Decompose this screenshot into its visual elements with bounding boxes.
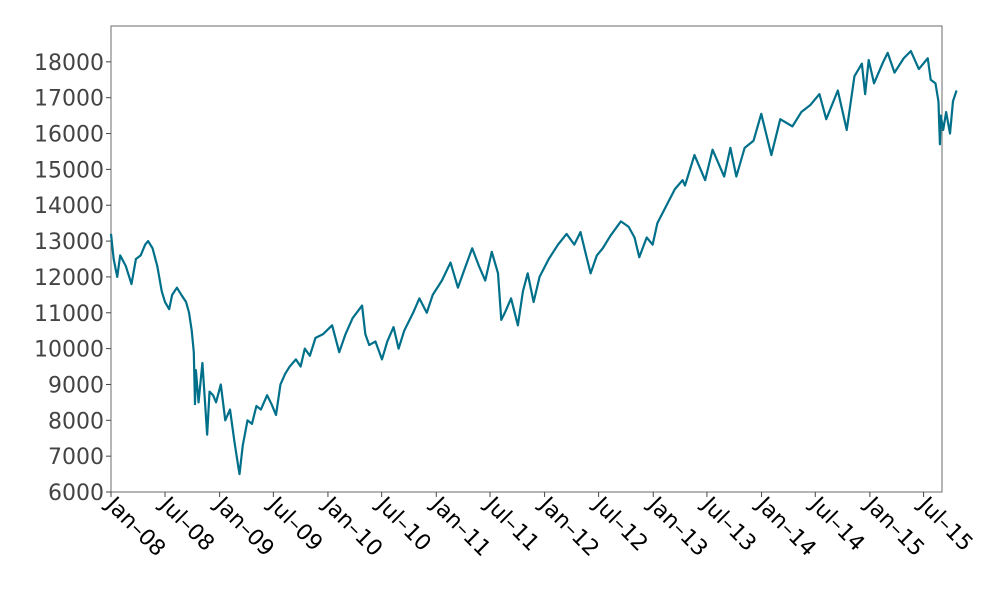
x-tick-label: Jan–13: [642, 491, 713, 562]
x-tick-label: Jan–09: [208, 491, 279, 562]
y-tick-label: 9000: [48, 373, 104, 398]
series-layer: [109, 49, 958, 476]
y-tick-label: 7000: [48, 445, 104, 470]
x-tick-label: Jan–08: [99, 491, 170, 562]
series-line: [109, 49, 958, 476]
y-tick-label: 12000: [34, 266, 104, 291]
y-tick-label: 15000: [34, 158, 104, 183]
x-tick-label: Jan–10: [316, 491, 387, 562]
y-tick-label: 10000: [34, 338, 104, 363]
y-tick-label: 11000: [34, 302, 104, 327]
x-tick-label: Jan–15: [858, 491, 929, 562]
y-axis: 6000 7000 8000 9000 10000 11000 12000 13000 1400…: [34, 51, 111, 506]
x-tick-label: Jan–12: [533, 491, 604, 562]
x-tick-label: Jan–11: [425, 491, 496, 562]
x-axis: Jan–08Jul–08Jan–09Jul–09Jan–10Jul–10Jan–…: [99, 491, 977, 562]
y-tick-label: 17000: [34, 87, 104, 112]
y-tick-label: 13000: [34, 230, 104, 255]
y-tick-label: 16000: [34, 123, 104, 148]
y-tick-label: 18000: [34, 51, 104, 76]
plot-area-frame: [110, 25, 943, 493]
y-tick-label: 14000: [34, 194, 104, 219]
y-tick-label: 6000: [48, 481, 104, 506]
y-tick-label: 8000: [48, 409, 104, 434]
x-tick-label: Jan–14: [750, 491, 821, 562]
